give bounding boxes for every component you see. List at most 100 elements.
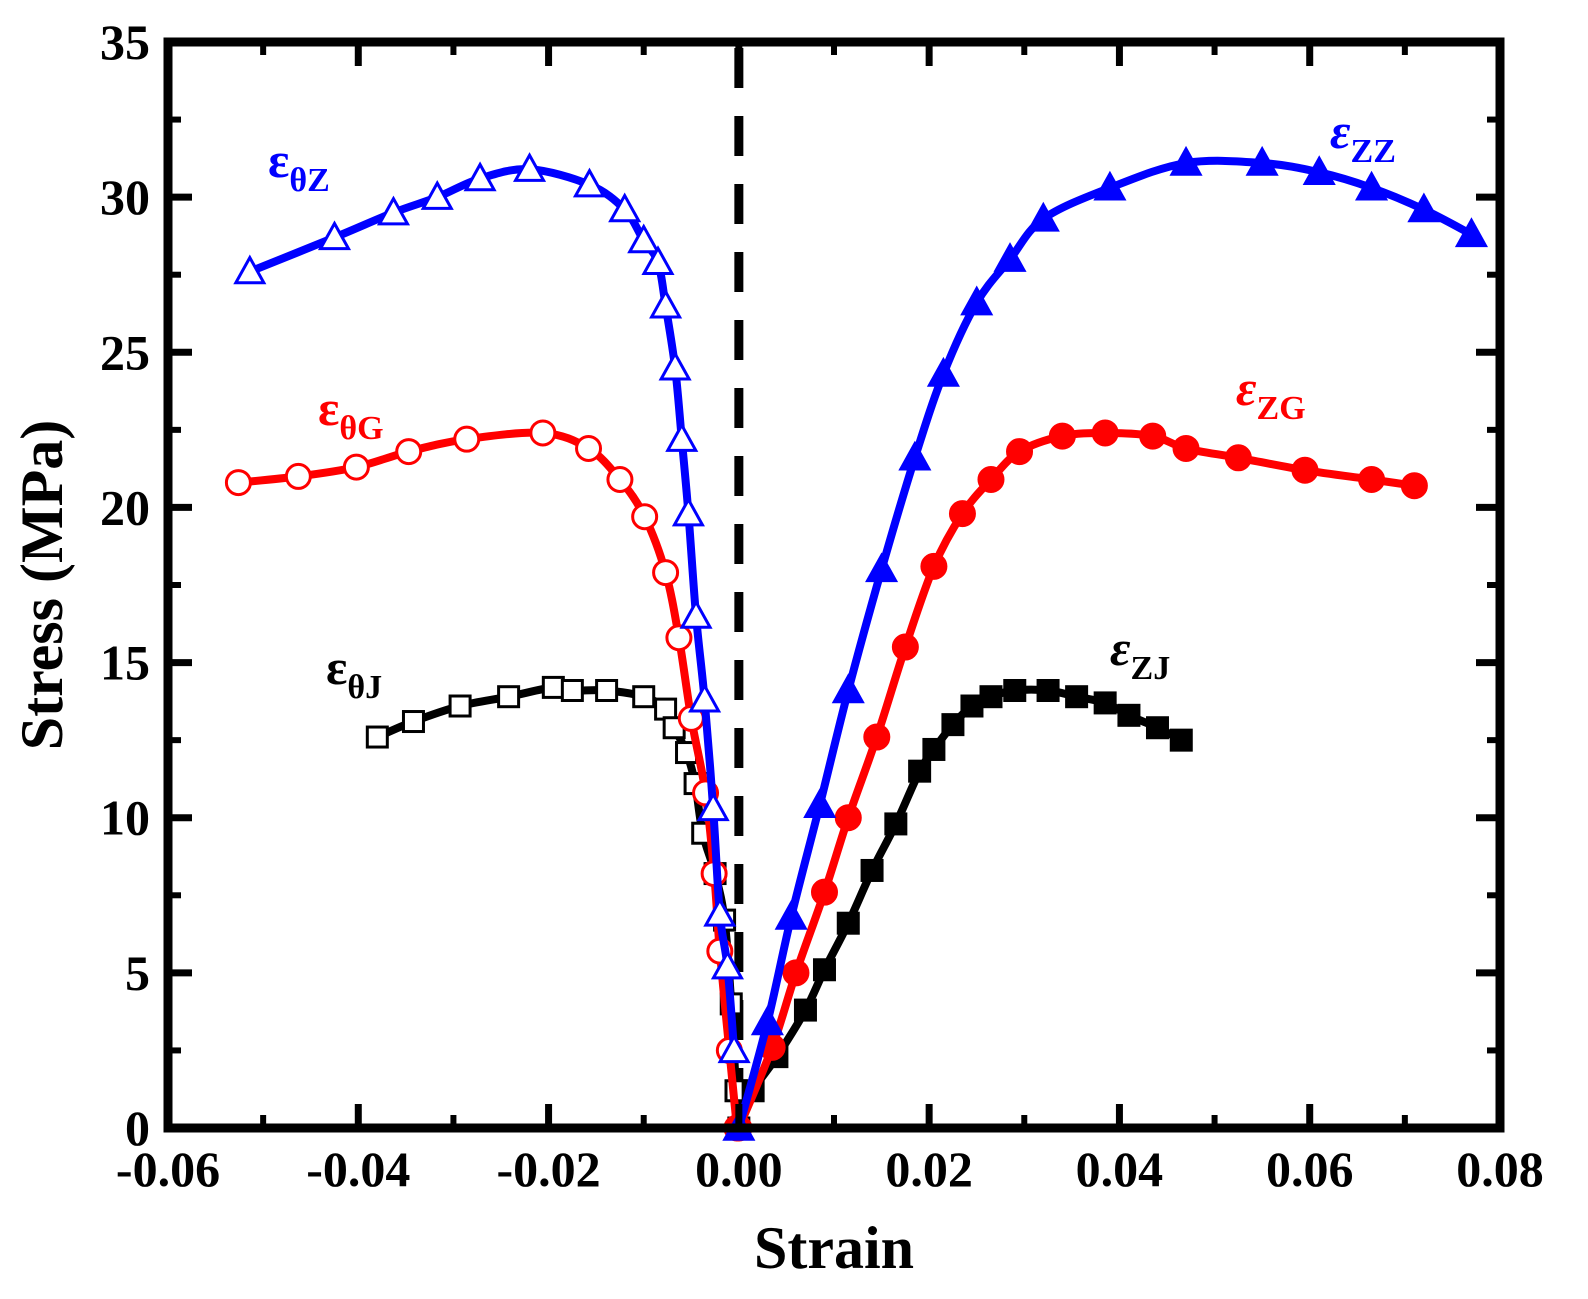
triangle-marker [641, 245, 675, 276]
circle-marker [977, 466, 1005, 494]
series-label-subscript: ZZ [1351, 133, 1396, 170]
square-marker [1093, 691, 1117, 715]
x-tick-label: -0.02 [496, 1141, 600, 1197]
axis-ticks: -0.06 -0.04 -0.02 0.00 0.02 0.04 0.06 0.08 0 5 10 1… [100, 14, 1544, 1197]
series-label-subscript: θG [339, 410, 383, 447]
triangle-marker [463, 161, 497, 192]
x-axis-title: Strain [754, 1215, 914, 1281]
series-label-symbol: ε [1110, 620, 1131, 676]
triangle-marker [774, 899, 808, 930]
x-tick-label: 0.08 [1456, 1141, 1544, 1197]
series-label-θj: εθJ [326, 639, 382, 706]
triangle-marker [926, 356, 960, 387]
triangle-marker [649, 288, 683, 319]
triangle-marker [233, 254, 267, 285]
series-θz [233, 152, 751, 1064]
circle-marker [810, 878, 838, 906]
triangle-marker [512, 152, 547, 182]
series-label-zj: εZJ [1110, 620, 1170, 687]
series-label-symbol: ε [318, 380, 339, 436]
triangle-marker [865, 552, 899, 583]
series-label-θz: εθZ [268, 132, 330, 199]
triangle-marker [717, 1033, 751, 1064]
triangle-marker [679, 598, 713, 629]
triangle-marker [420, 180, 454, 210]
circle-marker [834, 804, 862, 832]
x-tick-label: -0.06 [116, 1141, 220, 1197]
circle-marker [1291, 456, 1319, 484]
triangle-marker [1093, 170, 1127, 201]
series-zz [722, 145, 1489, 1141]
triangle-marker [1169, 145, 1203, 176]
circle-marker [395, 438, 423, 466]
x-tick-label: -0.04 [306, 1141, 410, 1197]
series-line [734, 156, 1476, 1132]
triangle-marker [317, 220, 352, 251]
circle-marker [1091, 419, 1119, 447]
series-θj [365, 675, 748, 1103]
circle-marker [575, 434, 603, 462]
square-marker [541, 675, 565, 699]
series-zg [725, 419, 1428, 1142]
circle-marker [1400, 472, 1428, 500]
triangle-marker [1302, 155, 1336, 186]
circle-marker [1006, 438, 1034, 466]
triangle-marker [703, 896, 737, 927]
square-marker [1169, 728, 1193, 752]
square-marker [812, 958, 836, 982]
x-tick-label: 0.04 [1076, 1141, 1164, 1197]
y-tick-label: 5 [125, 945, 150, 1001]
triangle-marker [688, 682, 722, 713]
series-label-subscript: θJ [347, 669, 382, 706]
y-tick-label: 0 [125, 1100, 150, 1156]
triangle-marker [898, 440, 932, 471]
x-tick-label: 0.02 [885, 1141, 973, 1197]
triangle-marker [1245, 145, 1279, 176]
circle-marker [224, 469, 252, 497]
circle-marker [652, 559, 680, 587]
series-label-zg: εZG [1236, 360, 1306, 427]
series-label-subscript: ZJ [1131, 650, 1171, 687]
square-marker [497, 685, 521, 709]
square-marker [960, 694, 984, 718]
series-label-subscript: ZG [1257, 390, 1306, 427]
series-label-symbol: ε [1236, 360, 1257, 416]
triangle-marker [671, 496, 705, 527]
circle-marker [1172, 434, 1200, 462]
circle-marker [1048, 422, 1076, 450]
y-tick-label: 20 [100, 479, 150, 535]
y-tick-label: 25 [100, 324, 150, 380]
square-marker [1145, 716, 1169, 740]
circle-marker [782, 959, 810, 987]
x-tick-label: 0.00 [695, 1141, 783, 1197]
circle-marker [342, 453, 370, 481]
y-tick-label: 30 [100, 169, 150, 225]
circle-marker [631, 503, 659, 531]
circle-marker [529, 419, 557, 447]
square-marker [979, 685, 1003, 709]
series-label-zz: εZZ [1330, 103, 1396, 170]
triangle-marker [572, 167, 607, 198]
series-label-θg: εθG [318, 380, 384, 447]
y-tick-label: 10 [100, 790, 150, 846]
triangle-marker [831, 673, 865, 704]
square-marker [1036, 678, 1060, 702]
square-marker [595, 678, 619, 702]
square-marker [448, 694, 472, 718]
triangle-marker [1355, 170, 1389, 201]
series-θg [224, 419, 751, 1142]
triangle-marker [665, 422, 699, 452]
triangle-marker [1026, 201, 1060, 232]
triangle-marker [696, 791, 730, 822]
circle-marker [665, 624, 693, 652]
circle-marker [1139, 422, 1167, 450]
triangle-marker [960, 285, 994, 316]
triangle-marker [658, 350, 692, 381]
series-line [734, 685, 1186, 1132]
triangle-marker [376, 195, 411, 226]
triangle-marker [993, 242, 1027, 272]
square-marker [860, 858, 884, 882]
y-tick-label: 35 [100, 14, 150, 70]
series-label-symbol: ε [326, 639, 347, 695]
